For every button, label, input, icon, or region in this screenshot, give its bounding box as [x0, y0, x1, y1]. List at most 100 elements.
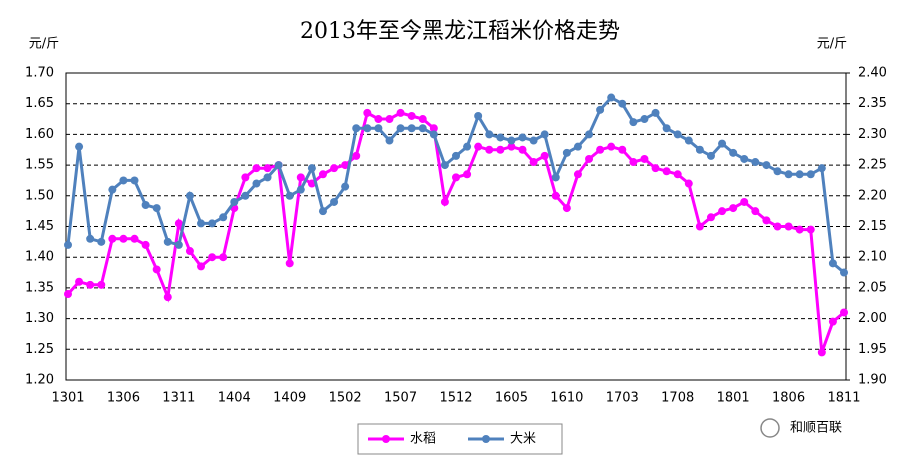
data-point: [474, 111, 483, 120]
data-point: [518, 133, 527, 142]
data-point: [263, 173, 272, 182]
data-point: [684, 179, 693, 188]
y-tick-label: 1.40: [25, 250, 54, 265]
data-point: [773, 222, 782, 231]
data-point: [374, 124, 383, 133]
data-point: [252, 179, 261, 188]
y2-tick-label: 2.00: [858, 311, 887, 326]
data-point: [673, 170, 682, 179]
data-point: [230, 197, 239, 206]
data-point: [185, 191, 194, 200]
y2-tick-label: 2.15: [858, 219, 887, 234]
legend-label: 大米: [510, 432, 536, 447]
data-point: [751, 207, 760, 216]
data-point: [607, 142, 616, 151]
data-point: [507, 142, 516, 151]
data-point: [407, 111, 416, 120]
data-point: [463, 170, 472, 179]
data-point: [285, 259, 294, 268]
data-point: [507, 136, 516, 145]
data-point: [152, 204, 161, 213]
data-point: [185, 247, 194, 256]
data-point: [496, 145, 505, 154]
legend-marker: [482, 435, 490, 443]
y-tick-label: 1.65: [25, 96, 54, 111]
data-point: [97, 237, 106, 246]
data-point: [706, 151, 715, 160]
data-point: [485, 130, 494, 139]
data-point: [318, 170, 327, 179]
x-tick-label: 1811: [827, 391, 860, 406]
data-point: [640, 115, 649, 124]
y2-axis-label: 元/斤: [817, 37, 847, 52]
data-point: [296, 173, 305, 182]
data-point: [840, 268, 848, 277]
data-point: [607, 93, 616, 102]
data-point: [740, 197, 749, 206]
data-point: [551, 191, 560, 200]
y-tick-label: 1.25: [25, 342, 54, 357]
y2-tick-label: 2.20: [858, 188, 887, 203]
data-point: [352, 151, 361, 160]
legend-label: 水稻: [410, 432, 436, 447]
data-point: [762, 216, 771, 225]
data-point: [296, 185, 305, 194]
data-point: [762, 161, 771, 170]
data-point: [208, 253, 217, 262]
y2-tick-label: 2.10: [858, 250, 887, 265]
data-point: [108, 234, 117, 243]
data-point: [285, 191, 294, 200]
data-point: [828, 317, 837, 326]
data-point: [629, 158, 638, 167]
data-point: [629, 118, 638, 127]
data-point: [773, 167, 782, 176]
x-tick-label: 1708: [661, 391, 694, 406]
chart-title: 2013年至今黑龙江稻米价格走势: [300, 19, 620, 44]
data-point: [385, 136, 394, 145]
y2-tick-label: 2.35: [858, 96, 887, 111]
data-point: [374, 115, 383, 124]
data-point: [662, 167, 671, 176]
y-axis-label: 元/斤: [29, 37, 59, 52]
y2-tick-label: 2.05: [858, 280, 887, 295]
data-point: [596, 105, 605, 114]
data-point: [119, 234, 128, 243]
data-point: [784, 170, 793, 179]
data-point: [485, 145, 494, 154]
x-tick-label: 1409: [273, 391, 306, 406]
x-tick-label: 1703: [606, 391, 639, 406]
data-point: [252, 164, 261, 173]
y2-tick-label: 1.95: [858, 342, 887, 357]
data-point: [130, 234, 139, 243]
y-tick-label: 1.70: [25, 66, 54, 81]
y2-tick-label: 1.90: [858, 373, 887, 388]
data-point: [540, 130, 549, 139]
data-point: [429, 130, 438, 139]
x-tick-label: 1610: [550, 391, 583, 406]
data-point: [163, 293, 172, 302]
data-point: [573, 142, 582, 151]
data-point: [363, 108, 372, 117]
data-point: [163, 237, 172, 246]
data-point: [684, 136, 693, 145]
data-point: [219, 213, 228, 222]
series-line: [66, 95, 845, 274]
y2-tick-label: 2.40: [858, 66, 887, 81]
data-point: [806, 225, 815, 234]
x-tick-label: 1301: [51, 391, 84, 406]
data-point: [75, 277, 84, 286]
x-tick-label: 1306: [107, 391, 140, 406]
data-point: [795, 225, 804, 234]
data-point: [174, 240, 183, 249]
data-point: [718, 139, 727, 148]
data-point: [695, 145, 704, 154]
x-tick-label: 1801: [717, 391, 750, 406]
data-point: [396, 108, 405, 117]
data-point: [452, 173, 460, 182]
data-point: [152, 265, 161, 274]
data-point: [75, 142, 84, 151]
data-point: [64, 290, 72, 299]
data-point: [141, 240, 150, 249]
data-point: [596, 145, 605, 154]
